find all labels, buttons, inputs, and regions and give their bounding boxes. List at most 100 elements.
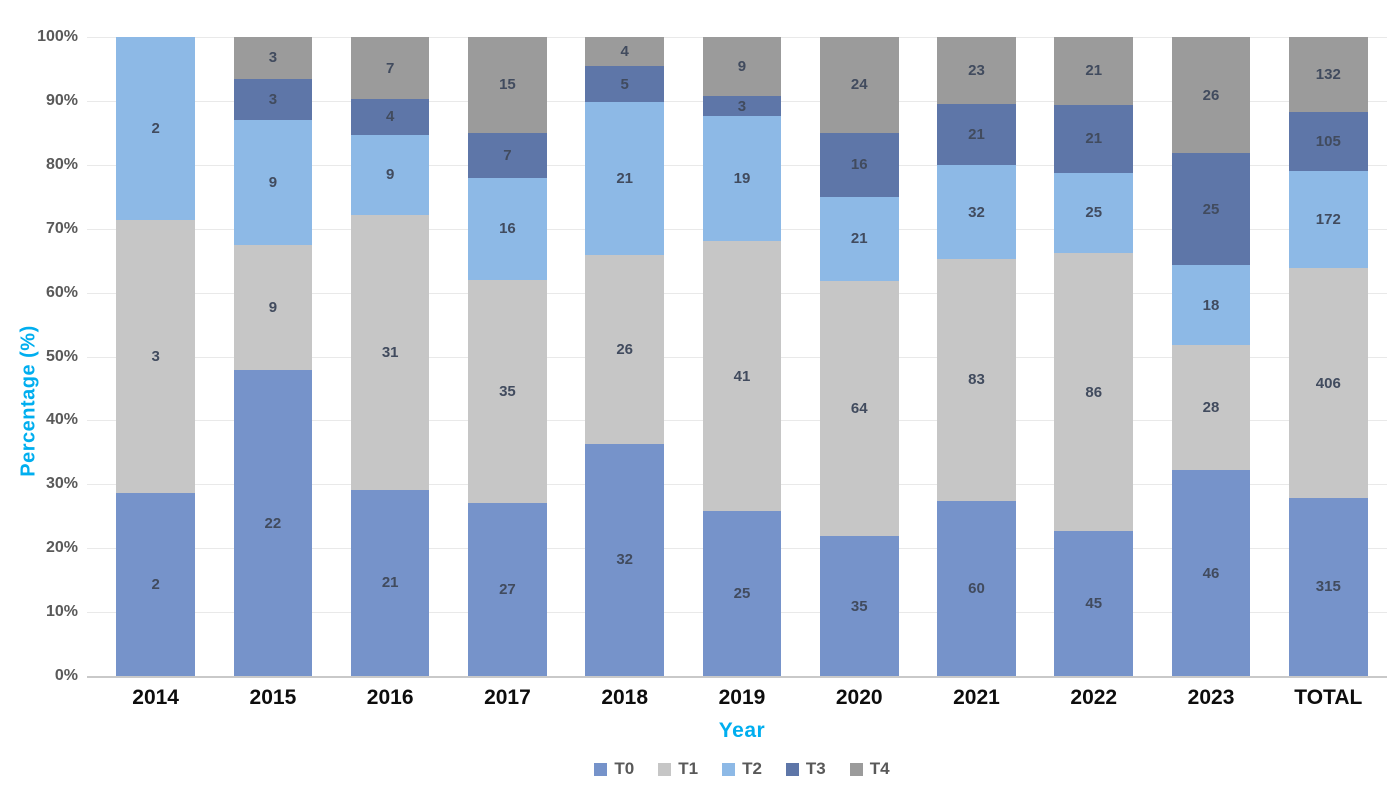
stacked-bar-2014: 2 3 2	[116, 37, 195, 676]
data-label: 35	[499, 383, 516, 401]
y-tick-label: 40%	[45, 411, 78, 429]
segment-t0-2016: 21	[350, 489, 430, 676]
legend-item-t4: T4	[849, 759, 890, 779]
data-label: 25	[1085, 204, 1103, 222]
data-label: 32	[968, 203, 985, 221]
x-axis-title: Year	[718, 719, 766, 742]
stacked-bar-2021: 60 83 32 21 23	[937, 37, 1016, 676]
segment-t1-2020: 64	[819, 280, 899, 537]
bar-column-2023: 46 28 18 25 26	[1152, 37, 1269, 676]
bar-column-2019: 25 41 19 3 9	[683, 37, 800, 676]
segment-t3-total: 105	[1289, 111, 1368, 172]
segment-t2-2019: 19	[702, 116, 782, 242]
data-label: 3	[268, 91, 278, 109]
segment-t2-total: 172	[1289, 171, 1368, 269]
segment-t2-2017: 16	[468, 177, 547, 280]
segment-t1-2016: 31	[350, 214, 430, 490]
segment-t4-2017: 15	[468, 37, 547, 133]
legend-item-t2: T2	[722, 759, 762, 779]
bar-column-2022: 45 86 25 21 21	[1035, 37, 1152, 676]
data-label: 3	[268, 49, 278, 67]
legend-swatch-icon	[785, 762, 799, 776]
legend-swatch-icon	[594, 762, 608, 776]
x-tick-label-2017: 2017	[484, 686, 531, 709]
legend-label: T4	[869, 759, 890, 778]
segment-t4-total: 132	[1289, 37, 1368, 112]
data-label: 21	[381, 574, 399, 592]
legend-item-t3: T3	[785, 759, 826, 779]
legend-label: T0	[614, 759, 635, 778]
segment-t0-2018: 32	[585, 443, 664, 676]
y-tick-label: 70%	[45, 219, 78, 237]
data-label: 172	[1315, 211, 1341, 229]
segment-t0-2022: 45	[1054, 530, 1134, 676]
x-tick-label-2023: 2023	[1187, 686, 1235, 709]
segment-t2-2015: 9	[233, 120, 313, 246]
data-label: 2	[151, 576, 160, 594]
x-tick-label-2014: 2014	[132, 686, 179, 709]
data-label: 26	[1202, 86, 1220, 104]
x-tick-label-2020: 2020	[835, 686, 883, 709]
data-label: 21	[850, 230, 868, 248]
data-label: 105	[1315, 132, 1341, 150]
segment-t1-2023: 28	[1171, 345, 1251, 471]
segment-t3-2022: 21	[1054, 104, 1134, 173]
x-tick-label-2022: 2022	[1070, 686, 1118, 709]
segment-t0-2015: 22	[233, 370, 313, 676]
data-label: 21	[1085, 130, 1103, 148]
data-label: 25	[1202, 200, 1220, 218]
legend-item-t1: T1	[658, 759, 698, 779]
data-label: 24	[850, 76, 868, 94]
segment-t3-2019: 3	[702, 96, 782, 117]
data-label: 9	[385, 166, 395, 184]
segment-t0-2023: 46	[1171, 470, 1251, 676]
segment-t3-2016: 4	[350, 99, 430, 135]
x-tick-label-2015: 2015	[249, 686, 297, 709]
segment-t3-2018: 5	[585, 66, 664, 103]
data-label: 132	[1315, 65, 1341, 83]
bar-column-2015: 22 9 9 3 3	[214, 37, 331, 676]
segment-t2-2023: 18	[1171, 264, 1251, 346]
segment-t1-2019: 41	[702, 241, 782, 512]
data-label: 45	[1085, 594, 1103, 612]
data-label: 27	[499, 581, 516, 599]
bar-column-2016: 21 31 9 4 7	[332, 37, 449, 676]
stacked-bar-2023: 46 28 18 25 26	[1171, 37, 1251, 676]
stacked-bar-2022: 45 86 25 21 21	[1054, 37, 1134, 676]
segment-t4-2018: 4	[585, 37, 664, 67]
x-tick-label-2019: 2019	[718, 686, 766, 709]
data-label: 16	[850, 156, 868, 174]
stacked-bar-2019: 25 41 19 3 9	[702, 37, 782, 676]
x-axis-ticks: 2014 2015 2016 2017 2018 2019 2020 2021 2022 2023…	[97, 686, 1387, 710]
legend-swatch-icon	[722, 762, 736, 776]
y-tick-label: 80%	[45, 155, 78, 173]
y-tick-label: 100%	[37, 28, 78, 45]
bar-column-total: 315 406 172 105 132	[1270, 37, 1387, 676]
data-label: 25	[733, 585, 751, 603]
stacked-bar-2015: 22 9 9 3 3	[233, 37, 313, 676]
segment-t0-2017: 27	[468, 503, 547, 676]
segment-t1-2017: 35	[468, 279, 547, 504]
y-tick-label: 20%	[45, 539, 78, 557]
segment-t4-2015: 3	[233, 37, 313, 79]
data-label: 5	[620, 75, 629, 93]
segment-t0-2020: 35	[819, 536, 899, 676]
data-label: 21	[616, 170, 634, 188]
segment-t2-2014: 2	[116, 37, 195, 220]
bar-column-2017: 27 35 16 7 15	[449, 37, 566, 676]
bar-column-2021: 60 83 32 21 23	[918, 37, 1035, 676]
data-label: 19	[733, 170, 751, 188]
segment-t4-2022: 21	[1054, 37, 1134, 105]
y-tick-label: 50%	[45, 347, 78, 365]
data-label: 21	[968, 126, 985, 144]
data-label: 35	[850, 597, 868, 615]
legend: T0 T1 T2 T3 T4	[97, 759, 1387, 779]
x-axis-line	[87, 676, 1387, 678]
segment-t3-2017: 7	[468, 132, 547, 178]
data-label: 26	[616, 340, 634, 358]
data-label: 18	[1202, 296, 1220, 314]
data-label: 86	[1085, 383, 1103, 401]
segment-t4-2020: 24	[819, 37, 899, 133]
data-label: 31	[381, 343, 399, 361]
